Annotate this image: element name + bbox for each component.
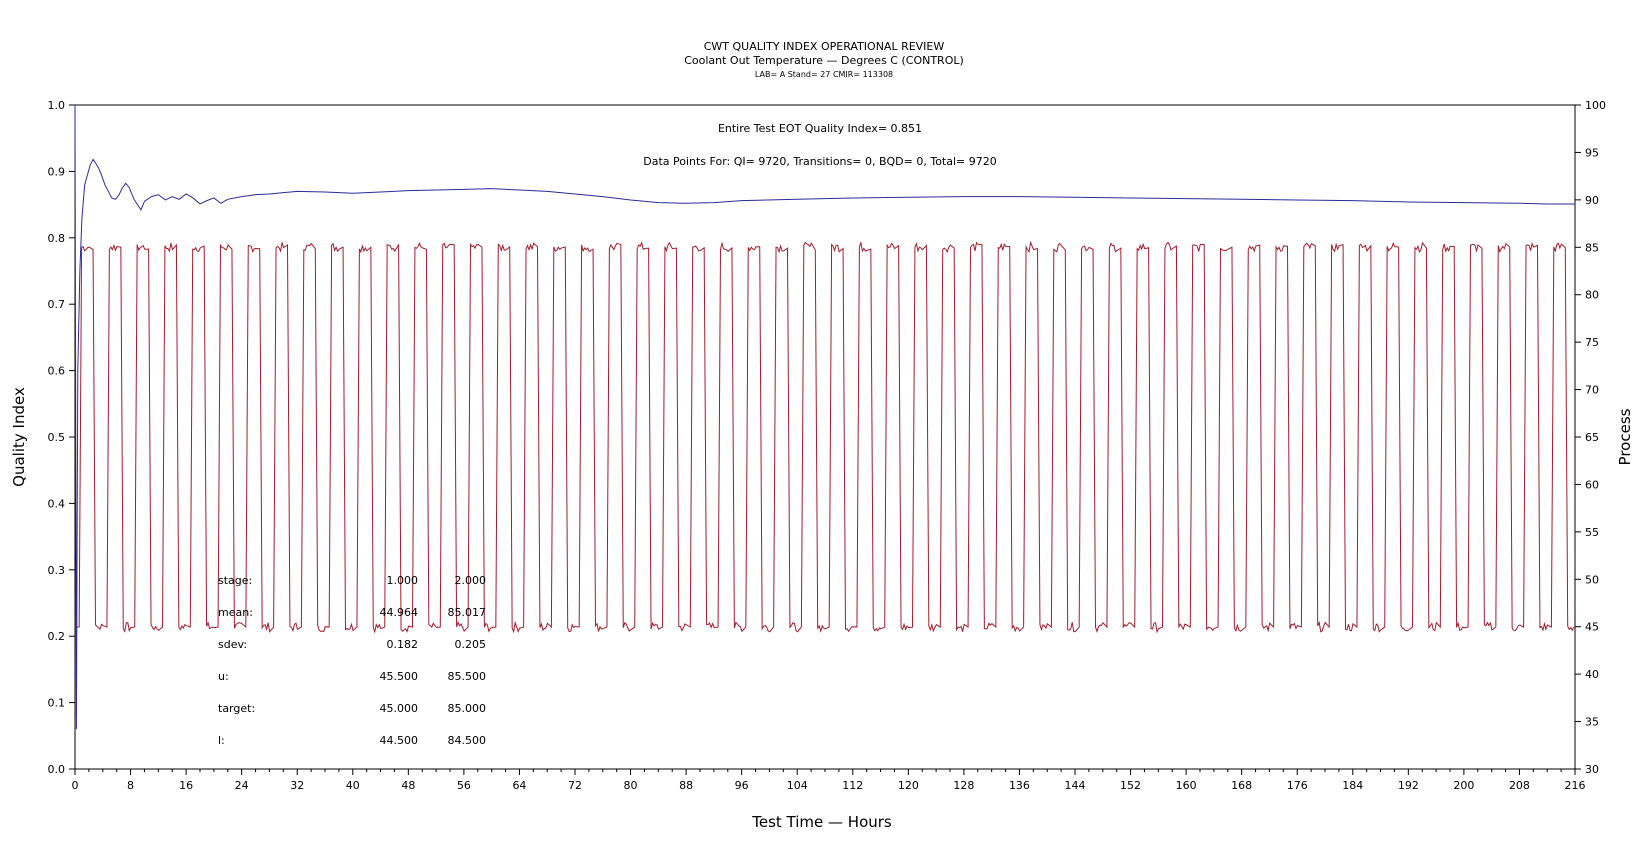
x-tick-label: 32: [290, 779, 304, 792]
data-points-annotation: Data Points For: QI= 9720, Transitions= …: [643, 155, 997, 168]
x-tick-label: 176: [1287, 779, 1308, 792]
x-tick-label: 80: [624, 779, 638, 792]
stats-row-value-2: 2.000: [455, 574, 487, 587]
x-axis-label: Test Time — Hours: [751, 813, 892, 831]
stats-row-value-2: 0.205: [455, 638, 487, 651]
series-group: [74, 104, 1575, 730]
x-tick-label: 48: [401, 779, 415, 792]
y-tick-label: 0.6: [48, 365, 66, 378]
x-tick-label: 112: [842, 779, 863, 792]
x-tick-label: 88: [679, 779, 693, 792]
stats-row-label: l:: [218, 734, 225, 747]
stats-row-label: stage:: [218, 574, 252, 587]
y2-tick-label: 100: [1585, 99, 1606, 112]
y2-tick-label: 85: [1585, 241, 1599, 254]
x-tick-label: 0: [72, 779, 79, 792]
y-axis-ticks: 0.0 0.1 0.2 0.3 0.4 0.5 0.6 0.7 0.8 0.9 1.0: [48, 99, 75, 776]
y2-tick-label: 65: [1585, 431, 1599, 444]
x-tick-label: 120: [898, 779, 919, 792]
y2-tick-label: 35: [1585, 716, 1599, 729]
x-tick-label: 208: [1509, 779, 1530, 792]
x-tick-label: 168: [1231, 779, 1252, 792]
x-tick-label: 8: [127, 779, 134, 792]
stats-row-value-2: 84.500: [448, 734, 487, 747]
stats-row-label: mean:: [218, 606, 253, 619]
stats-row-value-1: 1.000: [387, 574, 419, 587]
stats-row-value-1: 44.500: [380, 734, 419, 747]
stats-row-label: u:: [218, 670, 229, 683]
stats-row-label: sdev:: [218, 638, 247, 651]
y2-tick-label: 60: [1585, 478, 1599, 491]
x-tick-label: 216: [1565, 779, 1586, 792]
x-tick-label: 128: [953, 779, 974, 792]
y-tick-label: 0.2: [48, 630, 66, 643]
y2-tick-label: 90: [1585, 194, 1599, 207]
quality-index-annotation: Entire Test EOT Quality Index= 0.851: [718, 122, 922, 135]
x-tick-label: 40: [346, 779, 360, 792]
stats-table: stage: 1.000 2.000 mean: 44.964 85.017 sdev: 0.…: [218, 574, 486, 747]
y2-tick-label: 80: [1585, 289, 1599, 302]
y-tick-label: 0.8: [48, 232, 66, 245]
y-tick-label: 0.5: [48, 431, 66, 444]
y2-tick-label: 30: [1585, 763, 1599, 776]
stats-row-value-1: 44.964: [380, 606, 419, 619]
process-series-line: [75, 240, 1575, 634]
stats-row-label: target:: [218, 702, 255, 715]
y2-tick-label: 40: [1585, 668, 1599, 681]
chart-subtitle-2: LAB= A Stand= 27 CMIR= 113308: [755, 70, 893, 79]
y2-tick-label: 70: [1585, 384, 1599, 397]
y-axis-label: Quality Index: [10, 387, 28, 487]
y-tick-label: 0.0: [48, 763, 66, 776]
chart-title: CWT QUALITY INDEX OPERATIONAL REVIEW: [704, 40, 945, 53]
y2-tick-label: 45: [1585, 621, 1599, 634]
x-tick-label: 56: [457, 779, 471, 792]
stats-row-value-2: 85.000: [448, 702, 487, 715]
x-tick-label: 104: [787, 779, 808, 792]
plot-frame: [74, 104, 1576, 770]
y-tick-label: 0.1: [48, 697, 66, 710]
stats-row-value-1: 45.000: [380, 702, 419, 715]
x-axis-ticks: 0 8 16 24 32 40 48 56 64 72 80 88 96 104 112 120 128 136 1…: [72, 769, 1586, 792]
stats-row-value-1: 0.182: [387, 638, 419, 651]
x-tick-label: 136: [1009, 779, 1030, 792]
y2-tick-label: 50: [1585, 573, 1599, 586]
y2-tick-label: 55: [1585, 526, 1599, 539]
y-tick-label: 1.0: [48, 99, 66, 112]
y2-tick-label: 75: [1585, 336, 1599, 349]
stats-row-value-1: 45.500: [380, 670, 419, 683]
x-tick-label: 16: [179, 779, 193, 792]
y2-axis-label: Process: [1616, 408, 1634, 465]
x-tick-label: 200: [1453, 779, 1474, 792]
chart-subtitle: Coolant Out Temperature — Degrees C (CON…: [684, 54, 964, 67]
x-tick-label: 144: [1065, 779, 1086, 792]
y2-axis-ticks: 30 35 40 45 50 55 60 65 70 75 80 85 90 95 100: [1575, 99, 1606, 776]
y-tick-label: 0.3: [48, 564, 66, 577]
y2-tick-label: 95: [1585, 146, 1599, 159]
x-tick-label: 72: [568, 779, 582, 792]
x-tick-label: 24: [235, 779, 249, 792]
x-tick-label: 64: [512, 779, 526, 792]
y-tick-label: 0.7: [48, 298, 66, 311]
x-tick-label: 96: [735, 779, 749, 792]
stats-row-value-2: 85.500: [448, 670, 487, 683]
y-tick-label: 0.9: [48, 165, 66, 178]
stats-row-value-2: 85.017: [448, 606, 487, 619]
quality-index-series-line: [74, 104, 1575, 730]
x-tick-label: 152: [1120, 779, 1141, 792]
y-tick-label: 0.4: [48, 497, 66, 510]
x-tick-label: 160: [1176, 779, 1197, 792]
x-tick-label: 192: [1398, 779, 1419, 792]
x-tick-label: 184: [1342, 779, 1363, 792]
